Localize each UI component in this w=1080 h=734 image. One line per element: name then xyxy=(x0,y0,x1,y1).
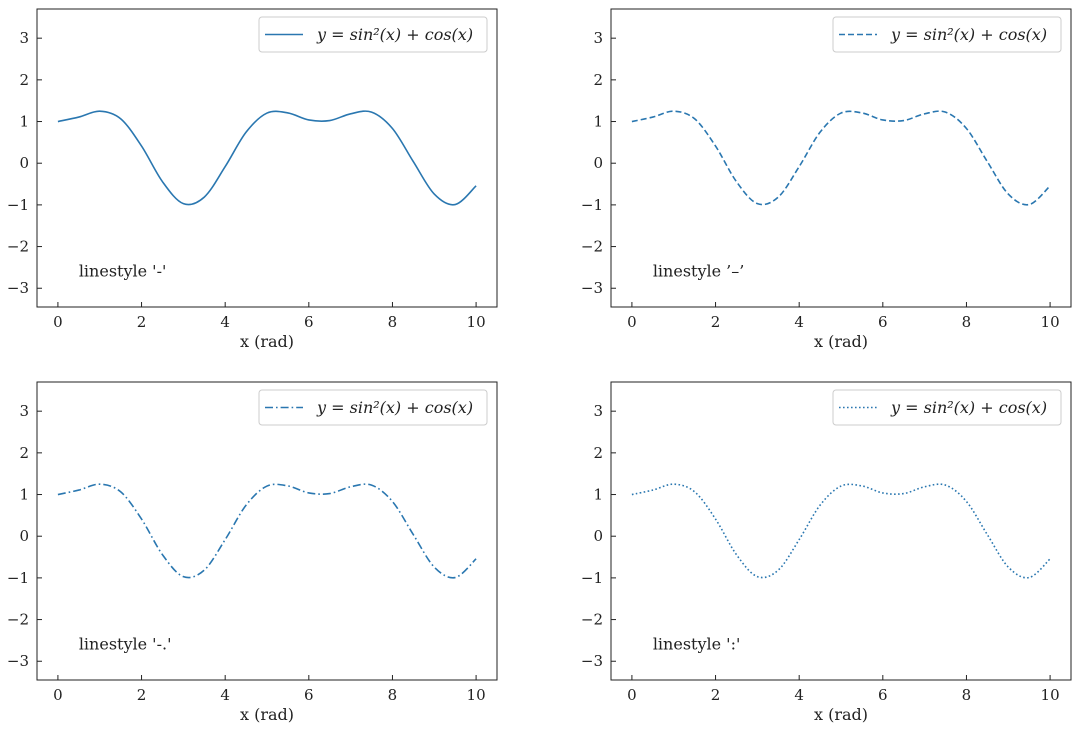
x-axis-label: x (rad) xyxy=(240,705,294,724)
axes-frame xyxy=(610,381,1072,681)
linestyle-annotation: linestyle ':' xyxy=(653,635,741,654)
legend-label: y = sin²(x) + cos(x) xyxy=(316,25,473,44)
x-tick-label: 2 xyxy=(711,313,721,331)
subplot-3: 0 2 4 6 8 10 −3 −2 −1 0 1 2 3 x (rad) linestyle '-.' y … xyxy=(7,381,498,724)
x-tick-label: 8 xyxy=(962,686,972,704)
legend-box xyxy=(258,389,488,426)
x-axis-label: x (rad) xyxy=(814,332,868,351)
y-tick-label: −3 xyxy=(581,652,603,670)
y-tick-label: 1 xyxy=(593,486,603,504)
y-tick-label: −1 xyxy=(7,196,29,214)
x-tick-label: 2 xyxy=(137,313,147,331)
y-tick-label: 1 xyxy=(19,486,29,504)
legend: y = sin²(x) + cos(x) xyxy=(258,16,488,53)
y-tick-label: 2 xyxy=(19,444,29,462)
y-tick-label: 1 xyxy=(593,113,603,131)
series-line xyxy=(57,110,477,206)
x-tick-label: 8 xyxy=(388,686,398,704)
legend-box xyxy=(258,16,488,53)
x-tick-label: 10 xyxy=(467,313,486,331)
y-tick-label: −1 xyxy=(7,569,29,587)
legend-label: y = sin²(x) + cos(x) xyxy=(316,398,473,417)
legend-label: y = sin²(x) + cos(x) xyxy=(890,398,1047,417)
x-tick-label: 2 xyxy=(711,686,721,704)
series-line xyxy=(57,483,477,579)
legend-box xyxy=(832,16,1062,53)
x-tick-label: 0 xyxy=(53,686,63,704)
y-tick-label: 2 xyxy=(19,71,29,89)
y-tick-label: 2 xyxy=(593,444,603,462)
legend-box xyxy=(832,389,1062,426)
y-tick-label: −1 xyxy=(581,196,603,214)
x-tick-label: 4 xyxy=(794,313,804,331)
x-tick-label: 4 xyxy=(220,686,230,704)
y-tick-label: −3 xyxy=(581,279,603,297)
y-tick-label: 0 xyxy=(593,527,603,545)
linestyle-annotation: linestyle ’–’ xyxy=(653,262,745,281)
y-tick-label: −3 xyxy=(7,279,29,297)
x-axis-label: x (rad) xyxy=(814,705,868,724)
y-tick-label: −2 xyxy=(7,238,29,256)
axes-frame xyxy=(610,8,1072,308)
y-tick-label: −2 xyxy=(581,611,603,629)
y-tick-label: 2 xyxy=(593,71,603,89)
y-tick-label: −2 xyxy=(7,611,29,629)
y-tick-label: 3 xyxy=(19,29,29,47)
y-tick-label: 0 xyxy=(593,154,603,172)
y-tick-label: 3 xyxy=(19,402,29,420)
series-line xyxy=(631,110,1051,206)
x-tick-label: 4 xyxy=(220,313,230,331)
x-tick-label: 6 xyxy=(304,313,314,331)
x-tick-label: 0 xyxy=(53,313,63,331)
x-tick-label: 2 xyxy=(137,686,147,704)
y-tick-label: 1 xyxy=(19,113,29,131)
subplot-1: 0 2 4 6 8 10 −3 −2 −1 0 1 2 3 x (rad) linestyle '-' y =… xyxy=(7,8,498,351)
x-tick-label: 8 xyxy=(388,313,398,331)
y-tick-label: 3 xyxy=(593,402,603,420)
legend: y = sin²(x) + cos(x) xyxy=(832,16,1062,53)
x-tick-label: 8 xyxy=(962,313,972,331)
legend: y = sin²(x) + cos(x) xyxy=(258,389,488,426)
y-tick-label: 0 xyxy=(19,154,29,172)
x-tick-label: 6 xyxy=(878,313,888,331)
linestyle-annotation: linestyle '-.' xyxy=(79,635,172,654)
subplot-2: 0 2 4 6 8 10 −3 −2 −1 0 1 2 3 x (rad) linestyle ’–’ y =… xyxy=(581,8,1072,351)
x-tick-label: 0 xyxy=(627,313,637,331)
legend: y = sin²(x) + cos(x) xyxy=(832,389,1062,426)
axes-frame xyxy=(36,381,498,681)
legend-label: y = sin²(x) + cos(x) xyxy=(890,25,1047,44)
y-tick-label: 0 xyxy=(19,527,29,545)
axes-frame xyxy=(36,8,498,308)
x-axis-label: x (rad) xyxy=(240,332,294,351)
y-tick-label: 3 xyxy=(593,29,603,47)
subplot-4: 0 2 4 6 8 10 −3 −2 −1 0 1 2 3 x (rad) linestyle ':' y =… xyxy=(581,381,1072,724)
y-tick-label: −2 xyxy=(581,238,603,256)
x-tick-label: 6 xyxy=(304,686,314,704)
x-tick-label: 6 xyxy=(878,686,888,704)
y-tick-label: −3 xyxy=(7,652,29,670)
x-tick-label: 10 xyxy=(467,686,486,704)
x-tick-label: 4 xyxy=(794,686,804,704)
x-tick-label: 10 xyxy=(1041,313,1060,331)
x-tick-label: 10 xyxy=(1041,686,1060,704)
x-tick-label: 0 xyxy=(627,686,637,704)
y-tick-label: −1 xyxy=(581,569,603,587)
linestyle-annotation: linestyle '-' xyxy=(79,262,167,281)
series-line xyxy=(631,483,1051,579)
